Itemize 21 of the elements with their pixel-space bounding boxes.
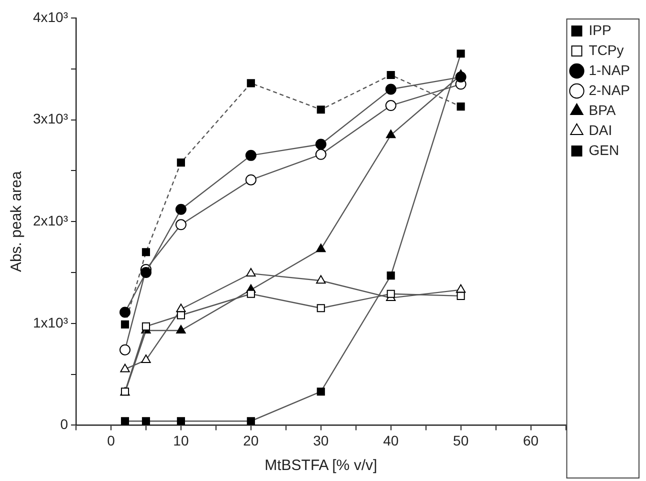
legend-label: 1-NAP bbox=[588, 62, 630, 78]
x-tick-label: 10 bbox=[173, 432, 189, 448]
legend-label: BPA bbox=[588, 102, 616, 118]
legend-label: TCPy bbox=[588, 42, 624, 58]
x-tick-label: 50 bbox=[453, 432, 469, 448]
x-axis-title: MtBSTFA [% v/v] bbox=[264, 457, 378, 474]
legend-label: 2-NAP bbox=[588, 82, 630, 98]
y-axis-title: Abs. peak area bbox=[8, 170, 26, 272]
y-tick-label: 2x10³ bbox=[32, 212, 68, 228]
x-tick-label: 20 bbox=[243, 432, 259, 448]
legend-label: IPP bbox=[588, 22, 612, 38]
x-tick-label: 40 bbox=[383, 432, 399, 448]
x-tick-label: 60 bbox=[522, 432, 539, 448]
legend-label: DAI bbox=[588, 122, 612, 138]
legend-label: GEN bbox=[588, 142, 620, 158]
x-tick-label: 30 bbox=[313, 432, 329, 448]
y-tick-label: 3x10³ bbox=[32, 110, 68, 127]
x-tick-label: 0 bbox=[107, 432, 116, 448]
y-tick-label: 4x10³ bbox=[32, 8, 68, 25]
y-tick-label: 0 bbox=[60, 416, 68, 432]
y-tick-label: 1x10³ bbox=[32, 314, 68, 330]
